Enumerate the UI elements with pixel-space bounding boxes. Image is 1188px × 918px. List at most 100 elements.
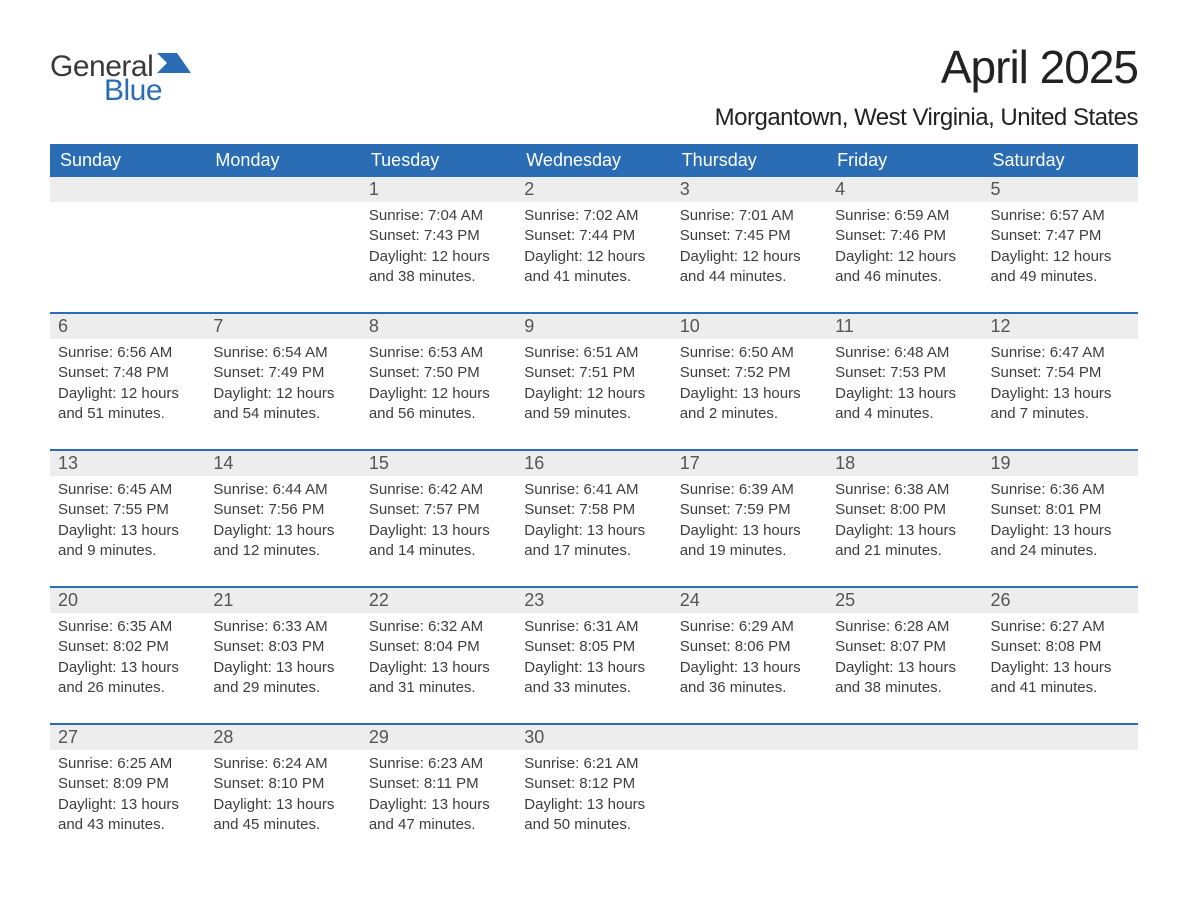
daylight-line2: and 41 minutes. xyxy=(991,678,1130,698)
day-cell: Sunrise: 6:39 AMSunset: 7:59 PMDaylight:… xyxy=(672,476,827,586)
weekday-header: Friday xyxy=(827,144,982,177)
daylight-line1: Daylight: 13 hours xyxy=(369,795,508,815)
sunrise-text: Sunrise: 6:25 AM xyxy=(58,754,197,774)
daylight-line2: and 44 minutes. xyxy=(680,267,819,287)
daylight-line1: Daylight: 13 hours xyxy=(213,521,352,541)
day-cell xyxy=(205,202,360,312)
calendar-head: SundayMondayTuesdayWednesdayThursdayFrid… xyxy=(50,144,1138,177)
daylight-line1: Daylight: 13 hours xyxy=(991,658,1130,678)
day-number: 10 xyxy=(672,314,827,339)
daynum-cell: 21 xyxy=(205,588,360,613)
day-cell xyxy=(672,750,827,860)
day-number: 19 xyxy=(983,451,1138,476)
day-cell xyxy=(827,750,982,860)
sunrise-text: Sunrise: 6:45 AM xyxy=(58,480,197,500)
sunrise-text: Sunrise: 6:24 AM xyxy=(213,754,352,774)
daylight-line2: and 36 minutes. xyxy=(680,678,819,698)
daynum-cell: 12 xyxy=(983,314,1138,339)
daybody-row: Sunrise: 7:04 AMSunset: 7:43 PMDaylight:… xyxy=(50,202,1138,312)
daylight-line2: and 7 minutes. xyxy=(991,404,1130,424)
daylight-line2: and 41 minutes. xyxy=(524,267,663,287)
day-body: Sunrise: 7:02 AMSunset: 7:44 PMDaylight:… xyxy=(516,202,671,295)
daylight-line1: Daylight: 13 hours xyxy=(991,384,1130,404)
daynum-cell: 13 xyxy=(50,451,205,476)
daylight-line1: Daylight: 13 hours xyxy=(991,521,1130,541)
daylight-line1: Daylight: 13 hours xyxy=(835,658,974,678)
day-number: 4 xyxy=(827,177,982,202)
day-cell: Sunrise: 6:24 AMSunset: 8:10 PMDaylight:… xyxy=(205,750,360,860)
daybody-row: Sunrise: 6:35 AMSunset: 8:02 PMDaylight:… xyxy=(50,613,1138,723)
daylight-line1: Daylight: 13 hours xyxy=(213,658,352,678)
header-row: General Blue April 2025 Morgantown, West… xyxy=(50,40,1138,132)
sunset-text: Sunset: 8:10 PM xyxy=(213,774,352,794)
weekday-header: Monday xyxy=(205,144,360,177)
daylight-line2: and 9 minutes. xyxy=(58,541,197,561)
sunrise-text: Sunrise: 6:28 AM xyxy=(835,617,974,637)
day-cell: Sunrise: 6:38 AMSunset: 8:00 PMDaylight:… xyxy=(827,476,982,586)
sunset-text: Sunset: 8:05 PM xyxy=(524,637,663,657)
day-cell: Sunrise: 7:02 AMSunset: 7:44 PMDaylight:… xyxy=(516,202,671,312)
daylight-line2: and 31 minutes. xyxy=(369,678,508,698)
daynum-cell: 2 xyxy=(516,177,671,202)
sunset-text: Sunset: 7:59 PM xyxy=(680,500,819,520)
day-number: 22 xyxy=(361,588,516,613)
daybody-row: Sunrise: 6:45 AMSunset: 7:55 PMDaylight:… xyxy=(50,476,1138,586)
day-number xyxy=(983,725,1138,750)
daylight-line1: Daylight: 13 hours xyxy=(58,521,197,541)
daynum-cell: 5 xyxy=(983,177,1138,202)
daylight-line2: and 17 minutes. xyxy=(524,541,663,561)
day-body: Sunrise: 6:23 AMSunset: 8:11 PMDaylight:… xyxy=(361,750,516,843)
day-body: Sunrise: 6:45 AMSunset: 7:55 PMDaylight:… xyxy=(50,476,205,569)
sunset-text: Sunset: 8:06 PM xyxy=(680,637,819,657)
day-body: Sunrise: 6:31 AMSunset: 8:05 PMDaylight:… xyxy=(516,613,671,706)
daynum-cell: 8 xyxy=(361,314,516,339)
sunrise-text: Sunrise: 6:35 AM xyxy=(58,617,197,637)
daylight-line1: Daylight: 12 hours xyxy=(213,384,352,404)
day-number: 14 xyxy=(205,451,360,476)
sunrise-text: Sunrise: 7:01 AM xyxy=(680,206,819,226)
daynum-cell: 11 xyxy=(827,314,982,339)
day-number: 21 xyxy=(205,588,360,613)
daynum-cell: 10 xyxy=(672,314,827,339)
day-body: Sunrise: 6:44 AMSunset: 7:56 PMDaylight:… xyxy=(205,476,360,569)
daylight-line2: and 45 minutes. xyxy=(213,815,352,835)
daylight-line1: Daylight: 13 hours xyxy=(680,658,819,678)
daylight-line1: Daylight: 13 hours xyxy=(58,795,197,815)
sunrise-text: Sunrise: 7:04 AM xyxy=(369,206,508,226)
daynum-cell xyxy=(50,177,205,202)
daylight-line1: Daylight: 13 hours xyxy=(213,795,352,815)
brand-logo: General Blue xyxy=(50,40,191,108)
daynum-cell xyxy=(983,725,1138,750)
day-cell: Sunrise: 6:53 AMSunset: 7:50 PMDaylight:… xyxy=(361,339,516,449)
day-number: 7 xyxy=(205,314,360,339)
sunset-text: Sunset: 7:44 PM xyxy=(524,226,663,246)
day-body: Sunrise: 6:25 AMSunset: 8:09 PMDaylight:… xyxy=(50,750,205,843)
day-body: Sunrise: 6:48 AMSunset: 7:53 PMDaylight:… xyxy=(827,339,982,432)
brand-word-blue: Blue xyxy=(104,74,162,108)
daylight-line1: Daylight: 13 hours xyxy=(58,658,197,678)
day-cell: Sunrise: 6:25 AMSunset: 8:09 PMDaylight:… xyxy=(50,750,205,860)
daynum-cell: 1 xyxy=(361,177,516,202)
calendar-body: 12345Sunrise: 7:04 AMSunset: 7:43 PMDayl… xyxy=(50,177,1138,860)
daylight-line2: and 21 minutes. xyxy=(835,541,974,561)
daynum-cell: 17 xyxy=(672,451,827,476)
day-body: Sunrise: 6:42 AMSunset: 7:57 PMDaylight:… xyxy=(361,476,516,569)
daylight-line2: and 38 minutes. xyxy=(369,267,508,287)
sunset-text: Sunset: 7:55 PM xyxy=(58,500,197,520)
daylight-line1: Daylight: 12 hours xyxy=(369,384,508,404)
sunset-text: Sunset: 8:04 PM xyxy=(369,637,508,657)
daynum-cell: 22 xyxy=(361,588,516,613)
day-body: Sunrise: 6:51 AMSunset: 7:51 PMDaylight:… xyxy=(516,339,671,432)
day-number: 6 xyxy=(50,314,205,339)
day-body: Sunrise: 6:27 AMSunset: 8:08 PMDaylight:… xyxy=(983,613,1138,706)
weekday-header: Thursday xyxy=(672,144,827,177)
sunrise-text: Sunrise: 6:36 AM xyxy=(991,480,1130,500)
daynum-cell: 20 xyxy=(50,588,205,613)
daybody-row: Sunrise: 6:56 AMSunset: 7:48 PMDaylight:… xyxy=(50,339,1138,449)
daylight-line2: and 47 minutes. xyxy=(369,815,508,835)
day-number: 15 xyxy=(361,451,516,476)
day-body: Sunrise: 6:28 AMSunset: 8:07 PMDaylight:… xyxy=(827,613,982,706)
daynum-cell: 26 xyxy=(983,588,1138,613)
daynum-row: 12345 xyxy=(50,177,1138,202)
day-body: Sunrise: 6:33 AMSunset: 8:03 PMDaylight:… xyxy=(205,613,360,706)
